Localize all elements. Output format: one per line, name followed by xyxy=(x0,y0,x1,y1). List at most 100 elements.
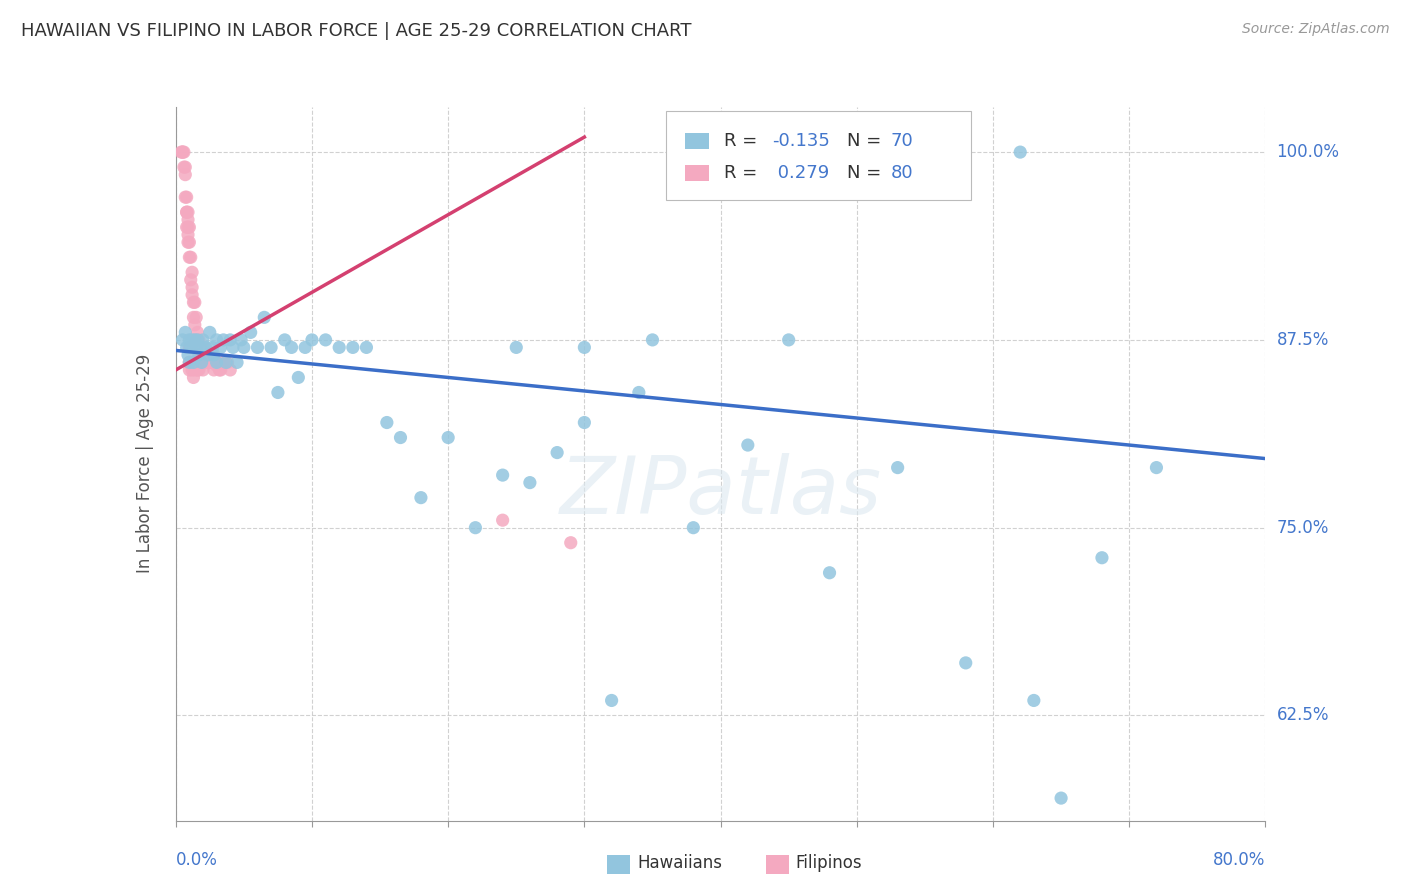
Text: Hawaiians: Hawaiians xyxy=(637,855,721,872)
Point xyxy=(186,326,209,340)
Point xyxy=(184,333,207,347)
Bar xyxy=(685,134,709,149)
Point xyxy=(519,475,541,490)
Point xyxy=(212,355,235,369)
Point xyxy=(186,310,208,325)
Point xyxy=(181,265,204,279)
Point xyxy=(194,355,217,369)
Point xyxy=(600,693,623,707)
Point xyxy=(177,227,200,242)
Point xyxy=(181,355,204,369)
Point xyxy=(955,656,977,670)
Point xyxy=(179,340,201,354)
Point xyxy=(187,333,209,347)
Point xyxy=(184,363,207,377)
Point xyxy=(191,333,214,347)
Point xyxy=(183,355,205,369)
Text: 0.279: 0.279 xyxy=(772,164,830,182)
Bar xyxy=(766,855,789,874)
Point xyxy=(183,310,205,325)
Point xyxy=(315,333,337,347)
Point xyxy=(201,348,224,362)
Point xyxy=(232,340,254,354)
Point xyxy=(187,348,209,362)
Point xyxy=(181,333,204,347)
Point xyxy=(205,355,228,369)
Point xyxy=(183,370,205,384)
Point xyxy=(180,250,202,264)
Point xyxy=(176,205,198,219)
Point xyxy=(627,385,650,400)
Point xyxy=(209,363,232,377)
Point xyxy=(389,431,412,445)
Point xyxy=(301,333,323,347)
Point xyxy=(437,431,460,445)
Text: 80: 80 xyxy=(890,164,912,182)
Point xyxy=(181,288,204,302)
Point xyxy=(194,355,217,369)
Point xyxy=(212,333,235,347)
Point xyxy=(574,340,596,354)
Point xyxy=(219,333,242,347)
Text: 100.0%: 100.0% xyxy=(1277,143,1340,161)
Point xyxy=(375,416,398,430)
Point xyxy=(1010,145,1032,160)
Point xyxy=(198,355,221,369)
Point xyxy=(205,333,228,347)
Point xyxy=(186,340,209,354)
Text: 0.0%: 0.0% xyxy=(176,851,218,869)
Point xyxy=(193,340,215,354)
Point xyxy=(818,566,841,580)
Point xyxy=(190,355,212,369)
Point xyxy=(1144,460,1167,475)
Point xyxy=(574,416,596,430)
Point xyxy=(505,340,527,354)
Point xyxy=(287,370,309,384)
Point xyxy=(294,340,316,354)
Point xyxy=(180,340,202,354)
Point xyxy=(184,318,207,332)
Point xyxy=(181,363,204,377)
Text: Source: ZipAtlas.com: Source: ZipAtlas.com xyxy=(1241,22,1389,37)
Text: Filipinos: Filipinos xyxy=(796,855,862,872)
Point xyxy=(188,340,211,354)
Point xyxy=(174,326,197,340)
Bar xyxy=(685,165,709,180)
Point xyxy=(328,340,350,354)
Point xyxy=(205,355,228,369)
Point xyxy=(186,340,208,354)
Point xyxy=(267,385,290,400)
Point xyxy=(195,348,218,362)
Point xyxy=(179,355,201,369)
Point xyxy=(194,340,217,354)
Point xyxy=(215,355,238,369)
Point xyxy=(179,220,201,235)
Point xyxy=(191,363,214,377)
Point xyxy=(176,190,198,204)
Point xyxy=(179,363,201,377)
Point xyxy=(177,348,200,362)
Point xyxy=(778,333,800,347)
Point xyxy=(186,333,208,347)
Point xyxy=(183,355,205,369)
Point xyxy=(181,340,204,354)
Point xyxy=(219,363,242,377)
Point xyxy=(177,205,200,219)
Point xyxy=(170,145,193,160)
Point xyxy=(172,333,194,347)
Text: 87.5%: 87.5% xyxy=(1277,331,1329,349)
Point xyxy=(186,355,209,369)
Point xyxy=(217,355,239,369)
FancyBboxPatch shape xyxy=(666,111,972,200)
Point xyxy=(186,333,209,347)
Point xyxy=(342,340,364,354)
Point xyxy=(201,340,224,354)
Point xyxy=(356,340,378,354)
Text: N =: N = xyxy=(846,164,887,182)
Y-axis label: In Labor Force | Age 25-29: In Labor Force | Age 25-29 xyxy=(136,354,155,574)
Point xyxy=(173,160,195,174)
Point xyxy=(177,235,200,250)
Text: HAWAIIAN VS FILIPINO IN LABOR FORCE | AGE 25-29 CORRELATION CHART: HAWAIIAN VS FILIPINO IN LABOR FORCE | AG… xyxy=(21,22,692,40)
Point xyxy=(274,333,297,347)
Point xyxy=(183,295,205,310)
